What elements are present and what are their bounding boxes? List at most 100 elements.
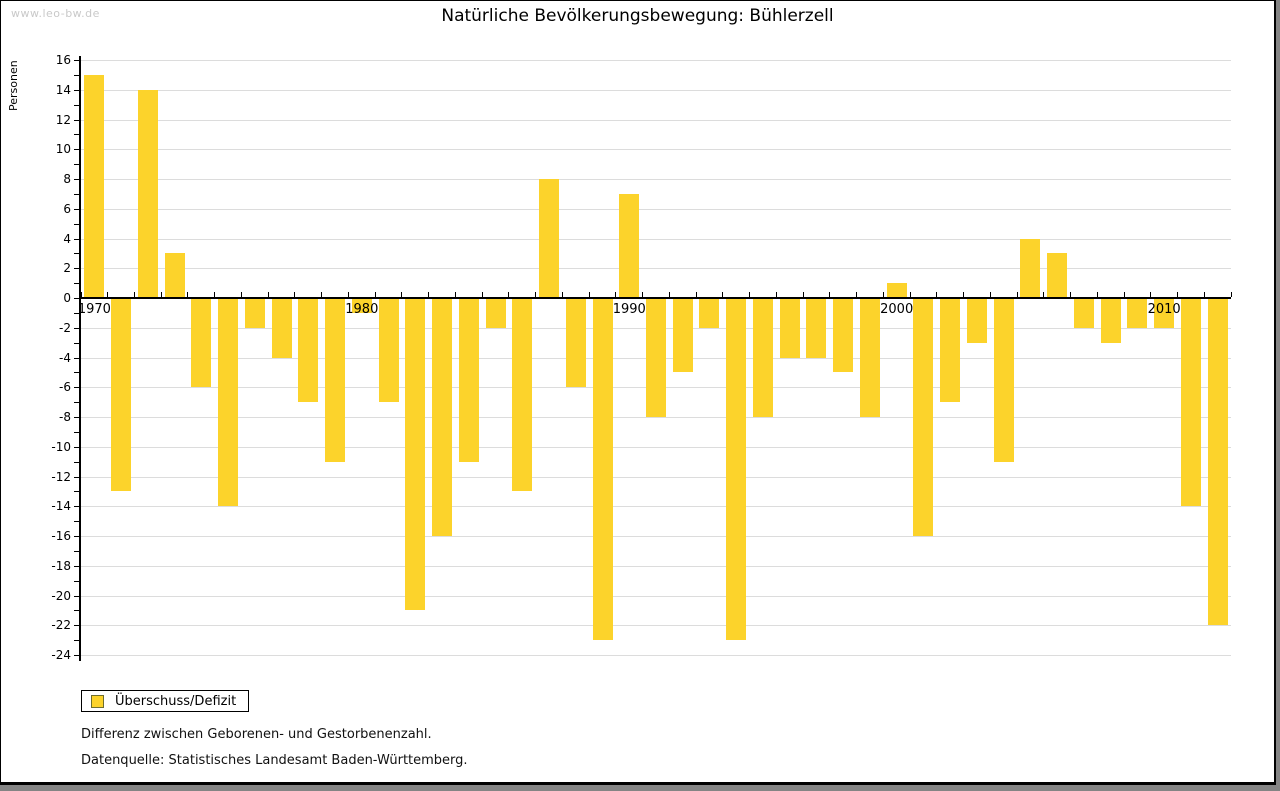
y-tick-label--22: -22: [51, 618, 71, 633]
y-tick--9: [74, 431, 79, 433]
y-tick-label--4: -4: [59, 350, 71, 365]
legend: Überschuss/Defizit: [81, 690, 250, 712]
bar-1995: [752, 298, 773, 417]
y-tick-label--8: -8: [59, 410, 71, 424]
gridline--20: [81, 595, 1231, 597]
bar-2010: [1154, 298, 1175, 328]
x-tick: [856, 292, 858, 297]
y-tick--17: [74, 550, 79, 552]
x-tick: [401, 292, 403, 297]
bar-1980: [351, 298, 372, 313]
bar-2005: [1020, 238, 1041, 298]
bar-1977: [271, 298, 292, 358]
x-tick: [454, 292, 456, 297]
x-tick: [802, 292, 804, 297]
y-tick-label--14: -14: [51, 499, 71, 514]
y-tick--19: [74, 580, 79, 582]
y-tick-6: [74, 208, 79, 210]
bar-1976: [244, 298, 265, 328]
x-label-2010: 2010: [1147, 302, 1181, 317]
y-tick-label-16: 16: [55, 53, 71, 67]
y-tick-7: [74, 193, 79, 195]
plot-area: 16 14 12 10 8 6 4 2 0 -2 -4 -6 -8 -10 -12 -14 -16 -18 -20 -…: [51, 53, 1232, 662]
y-tick-label-2: 2: [63, 261, 71, 276]
bar-1993: [699, 298, 720, 328]
x-tick: [107, 292, 109, 297]
bar-1997: [806, 298, 827, 358]
x-tick: [1123, 292, 1125, 297]
bar-2000: [886, 283, 907, 298]
gridline--8: [81, 417, 1231, 418]
gridline-10: [81, 149, 1231, 151]
y-tick-15: [74, 74, 79, 76]
footnote-source: Datenquelle: Statistisches Landesamt Bad…: [81, 753, 468, 768]
gridline-6: [81, 208, 1231, 210]
footnote-definition: Differenz zwischen Geborenen- und Gestor…: [81, 727, 432, 742]
gridline-4: [81, 238, 1231, 240]
y-tick-14: [74, 89, 79, 91]
x-tick: [561, 292, 563, 297]
y-tick-label-10: 10: [55, 142, 71, 157]
x-tick: [133, 292, 135, 297]
y-tick--21: [74, 610, 79, 612]
y-tick--12: [74, 476, 79, 478]
y-tick--13: [74, 491, 79, 493]
y-tick--3: [74, 342, 79, 344]
bar-2012: [1207, 298, 1228, 626]
bar-2007: [1073, 298, 1094, 328]
x-tick: [80, 292, 82, 297]
bar-1973: [164, 253, 185, 298]
y-tick--20: [74, 595, 79, 597]
y-tick-label-14: 14: [55, 82, 71, 97]
y-tick-1: [74, 283, 79, 285]
y-tick-5: [74, 223, 79, 225]
watermark: www.leo-bw.de: [11, 7, 100, 20]
x-tick: [963, 292, 965, 297]
x-tick: [989, 292, 991, 297]
y-tick--14: [74, 506, 79, 508]
gridline--18: [81, 565, 1231, 567]
x-tick: [1203, 292, 1205, 297]
x-tick: [1150, 292, 1152, 297]
y-tick-label--16: -16: [51, 529, 71, 543]
x-tick: [294, 292, 296, 297]
x-tick: [187, 292, 189, 297]
y-tick--6: [74, 387, 79, 389]
gridline--12: [81, 476, 1231, 478]
x-tick: [321, 292, 323, 297]
y-tick-8: [74, 179, 79, 180]
bar-2011: [1180, 298, 1201, 507]
x-tick: [1230, 292, 1232, 297]
bar-1978: [298, 298, 319, 403]
bar-1996: [779, 298, 800, 358]
x-axis-zero-line: [81, 297, 1231, 299]
x-tick: [829, 292, 831, 297]
x-tick: [1043, 292, 1045, 297]
x-tick: [588, 292, 590, 297]
y-tick--4: [74, 357, 79, 359]
bar-1994: [726, 298, 747, 641]
x-tick: [722, 292, 724, 297]
bar-1982: [405, 298, 426, 611]
y-tick-3: [74, 253, 79, 255]
gridline-14: [81, 89, 1231, 91]
y-tick-label--12: -12: [51, 469, 71, 484]
x-label-1970: 1970: [77, 302, 111, 317]
bar-2004: [993, 298, 1014, 462]
chart-title: Natürliche Bevölkerungsbewegung: Bühlerz…: [441, 6, 834, 26]
bar-2009: [1127, 298, 1148, 328]
bar-1971: [111, 298, 132, 492]
y-tick-label--18: -18: [51, 558, 71, 573]
y-tick-label-12: 12: [55, 112, 71, 127]
gridline-16: [81, 60, 1231, 61]
gridline-2: [81, 268, 1231, 270]
y-tick--5: [74, 372, 79, 374]
x-tick: [695, 292, 697, 297]
y-tick-label--10: -10: [51, 439, 71, 454]
bar-1987: [539, 179, 560, 298]
bar-1998: [833, 298, 854, 373]
bar-2006: [1047, 253, 1068, 298]
x-tick: [428, 292, 430, 297]
x-tick: [615, 292, 617, 297]
